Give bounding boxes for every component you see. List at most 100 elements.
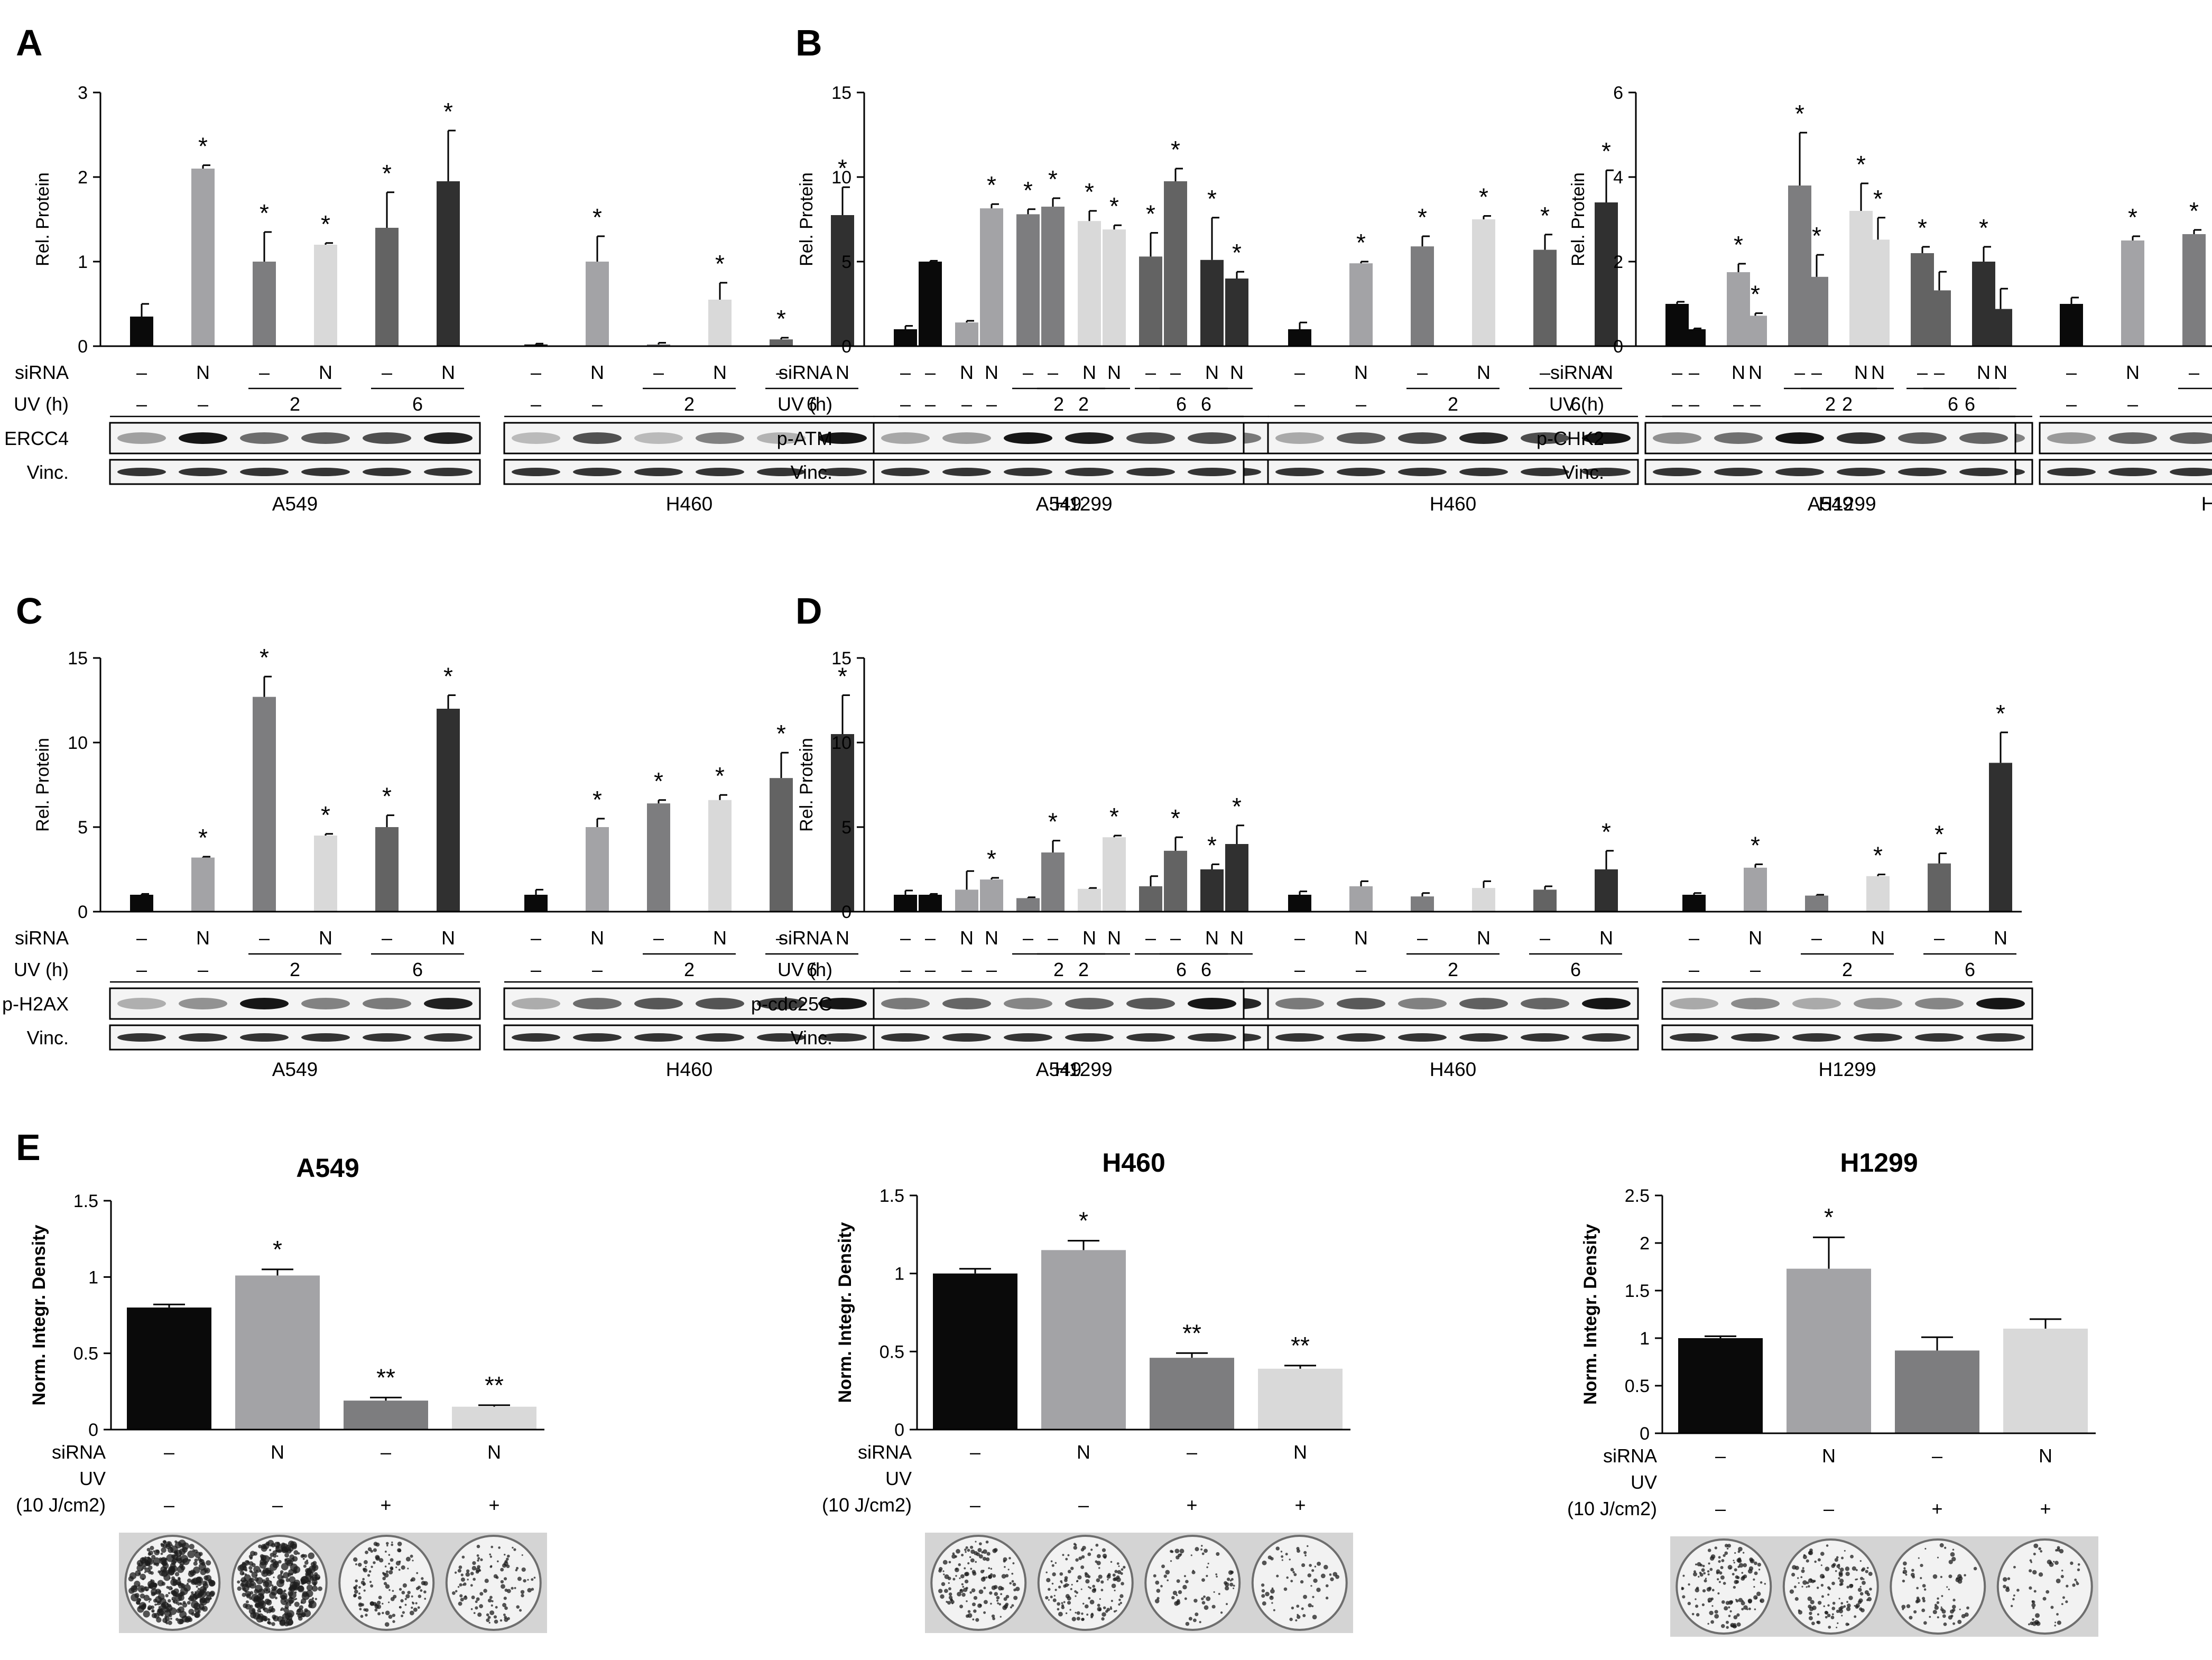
colony-dot	[1902, 1561, 1907, 1566]
colony-dot	[1951, 1556, 1956, 1562]
significance-star: *	[1824, 1203, 1834, 1231]
colony-dot	[495, 1606, 498, 1609]
blot-band	[1126, 998, 1175, 1009]
colony-dot	[244, 1573, 247, 1576]
colony-dot	[1764, 1583, 1766, 1585]
colony-dot	[163, 1574, 171, 1581]
colony-dot	[363, 1584, 365, 1586]
colony-dot	[1098, 1608, 1102, 1611]
sirna-value: N	[1082, 927, 1096, 949]
sirna-value: N	[319, 361, 332, 383]
colony-dot	[978, 1589, 984, 1594]
bar	[1016, 214, 1040, 346]
colony-dot	[248, 1578, 253, 1583]
colony-dot	[1059, 1572, 1063, 1576]
significance-star: *	[1109, 192, 1119, 220]
colony-dot	[1323, 1564, 1328, 1570]
colony-dot	[457, 1585, 460, 1588]
colony-dot	[1296, 1546, 1300, 1551]
bar	[1895, 1350, 1979, 1433]
colony-dot	[152, 1610, 154, 1612]
uv-value: –	[1733, 393, 1744, 415]
vinculin-strip	[1267, 459, 1639, 485]
sirna-value: –	[1794, 361, 1805, 383]
colony-dot	[299, 1605, 304, 1610]
colony-dot	[191, 1591, 194, 1594]
colony-dot	[476, 1554, 479, 1557]
bar	[1849, 211, 1873, 346]
colony-dot	[1226, 1603, 1228, 1606]
colony-dot	[150, 1571, 154, 1575]
vinculin-band	[1670, 1033, 1718, 1042]
colony-dot	[388, 1563, 391, 1565]
bar	[831, 215, 854, 346]
colony-dot	[1281, 1559, 1283, 1561]
sirna-value: N	[713, 927, 727, 949]
bar	[1595, 869, 1618, 912]
colony-dot	[1839, 1579, 1844, 1583]
colony-dot	[980, 1570, 984, 1574]
colony-dot	[1155, 1580, 1160, 1585]
bar	[1678, 1338, 1763, 1433]
colony-dot	[254, 1589, 259, 1594]
vinculin-strip	[1267, 1024, 1639, 1051]
colony-dot	[1961, 1613, 1966, 1619]
colony-dot	[156, 1617, 162, 1623]
vinculin-band	[1126, 468, 1175, 476]
colony-dot	[1724, 1606, 1728, 1611]
colony-dot	[1265, 1592, 1270, 1597]
vinculin-band	[179, 1033, 227, 1042]
significance-star: *	[273, 1236, 282, 1263]
colony-dot	[392, 1620, 395, 1623]
colony-dot	[1806, 1586, 1808, 1588]
bar	[344, 1401, 428, 1430]
significance-star: *	[1171, 804, 1180, 832]
colony-dot	[1281, 1555, 1284, 1558]
bar	[2003, 1329, 2088, 1433]
colony-dot	[1080, 1588, 1082, 1590]
colony-dot	[948, 1561, 951, 1564]
colony-dot	[193, 1561, 198, 1566]
colony-dot	[178, 1606, 184, 1613]
colony-dot	[1943, 1622, 1947, 1626]
colony-dot	[294, 1570, 297, 1573]
colony-dot	[271, 1622, 275, 1626]
colony-dot	[399, 1560, 401, 1563]
vinculin-strip	[1661, 1024, 2033, 1051]
vinculin-band	[881, 468, 930, 476]
significance-star: *	[1232, 793, 1242, 820]
colony-dot	[1091, 1612, 1094, 1616]
significance-star: *	[260, 199, 269, 227]
colony-dot	[304, 1561, 309, 1565]
blot-band	[1837, 432, 1885, 444]
colony-dot	[353, 1593, 357, 1597]
uv-value: 2	[1825, 393, 1836, 415]
colony-dot	[1226, 1578, 1230, 1581]
colony-dot	[1902, 1608, 1904, 1610]
colony-dot	[418, 1594, 422, 1598]
colony-dot	[1937, 1597, 1939, 1600]
colony-dot	[1692, 1572, 1697, 1576]
colony-dot	[1952, 1605, 1956, 1609]
colony-dot	[461, 1555, 465, 1559]
blot-band	[573, 998, 622, 1009]
bar	[1200, 259, 1224, 346]
blot-band	[818, 432, 867, 444]
colony-dot	[369, 1581, 372, 1583]
colony-dot	[271, 1584, 274, 1587]
colony-dot	[2028, 1623, 2030, 1626]
colony-dot	[1866, 1599, 1869, 1601]
colony-dot	[476, 1597, 480, 1601]
colony-dot	[195, 1592, 197, 1594]
colony-dot	[1793, 1585, 1797, 1589]
colony-dot	[358, 1592, 360, 1595]
colony-dot	[988, 1576, 991, 1579]
colony-dot	[1320, 1573, 1326, 1579]
colony-dot	[1002, 1605, 1007, 1610]
colony-dot	[957, 1591, 961, 1597]
colony-dot	[1950, 1615, 1954, 1618]
significance-star: *	[1602, 818, 1611, 846]
colony-dot	[1814, 1560, 1817, 1563]
sirna-value: N	[441, 361, 455, 383]
